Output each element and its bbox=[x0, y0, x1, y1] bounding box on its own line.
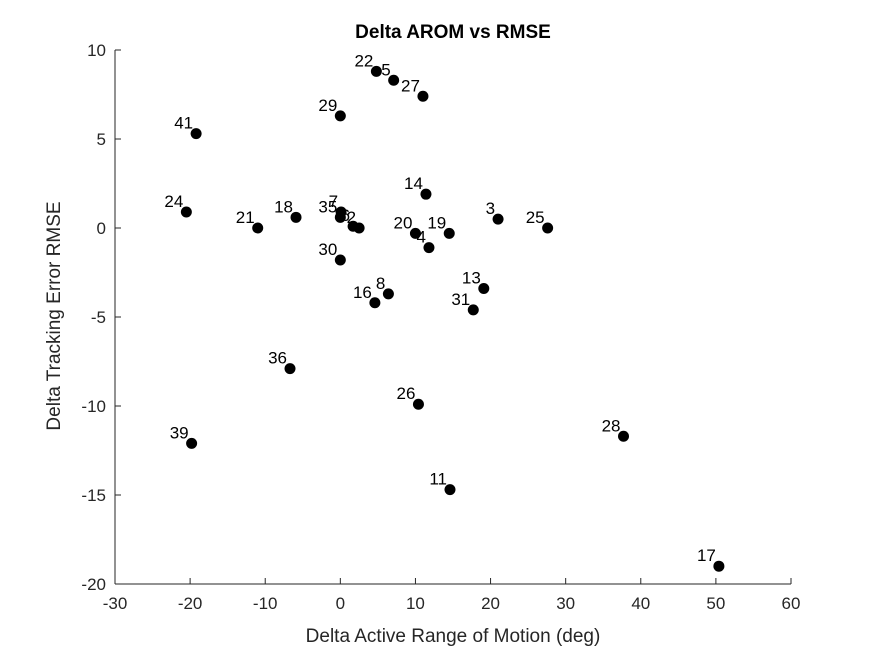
point-label: 22 bbox=[354, 51, 373, 70]
x-tick-label: 10 bbox=[406, 594, 425, 613]
data-point bbox=[478, 283, 490, 295]
point-label: 26 bbox=[397, 384, 416, 403]
data-point bbox=[417, 90, 429, 102]
data-point bbox=[409, 227, 421, 239]
data-point bbox=[186, 437, 198, 449]
point-label: 18 bbox=[274, 197, 293, 216]
point-label: 30 bbox=[318, 240, 337, 259]
data-point bbox=[382, 288, 394, 300]
data-point bbox=[284, 363, 296, 375]
data-point bbox=[190, 128, 202, 140]
data-point bbox=[252, 222, 264, 234]
x-tick-label: 30 bbox=[556, 594, 575, 613]
data-point bbox=[444, 484, 456, 496]
data-point bbox=[467, 304, 479, 316]
point-label: 27 bbox=[401, 76, 420, 95]
data-point bbox=[388, 74, 400, 86]
point-label: 36 bbox=[268, 349, 287, 368]
data-point bbox=[370, 65, 382, 77]
x-tick-label: -20 bbox=[178, 594, 203, 613]
point-label: 11 bbox=[429, 470, 447, 489]
point-label: 17 bbox=[697, 546, 716, 565]
point-label: 13 bbox=[462, 269, 481, 288]
data-point bbox=[492, 213, 504, 225]
chart-title: Delta AROM vs RMSE bbox=[355, 22, 551, 43]
x-tick-label: 50 bbox=[706, 594, 725, 613]
point-label: 39 bbox=[170, 423, 189, 442]
point-label: 4 bbox=[416, 228, 425, 247]
data-point bbox=[618, 430, 630, 442]
y-tick-label: 5 bbox=[97, 130, 106, 149]
x-tick-label: 60 bbox=[782, 594, 801, 613]
point-label: 3 bbox=[486, 199, 495, 218]
x-tick-label: -30 bbox=[103, 594, 128, 613]
point-label: 16 bbox=[353, 283, 372, 302]
point-label: 41 bbox=[174, 114, 193, 133]
y-tick-label: 10 bbox=[87, 41, 106, 60]
point-label: 21 bbox=[236, 208, 255, 227]
point-label: 7 bbox=[329, 192, 338, 211]
x-tick-label: 40 bbox=[631, 594, 650, 613]
y-tick-label: 0 bbox=[97, 219, 106, 238]
y-tick-label: -10 bbox=[81, 397, 106, 416]
point-label: 20 bbox=[394, 213, 413, 232]
x-tick-label: 0 bbox=[336, 594, 345, 613]
x-axis-label: Delta Active Range of Motion (deg) bbox=[306, 626, 601, 647]
y-axis-label: Delta Tracking Error RMSE bbox=[44, 201, 65, 430]
point-label: 24 bbox=[164, 192, 183, 211]
data-point bbox=[542, 222, 554, 234]
data-point bbox=[412, 398, 424, 410]
point-label: 31 bbox=[451, 290, 470, 309]
point-label: 14 bbox=[404, 174, 423, 193]
data-point bbox=[713, 560, 725, 572]
data-point bbox=[334, 254, 346, 266]
point-label: 8 bbox=[376, 274, 385, 293]
point-label: 2 bbox=[347, 208, 356, 227]
point-label: 29 bbox=[318, 96, 337, 115]
y-tick-label: -5 bbox=[91, 308, 106, 327]
y-tick-label: -15 bbox=[81, 486, 106, 505]
data-point bbox=[423, 242, 435, 254]
point-label: 28 bbox=[602, 416, 621, 435]
y-tick-label: -20 bbox=[81, 575, 106, 594]
x-tick-label: -10 bbox=[253, 594, 278, 613]
data-point bbox=[420, 188, 432, 200]
point-label: 19 bbox=[427, 213, 446, 232]
data-point bbox=[443, 227, 455, 239]
data-point bbox=[180, 206, 192, 218]
point-label: 6 bbox=[341, 206, 350, 225]
point-label: 35 bbox=[318, 197, 337, 216]
data-point bbox=[334, 211, 346, 223]
x-tick-label: 20 bbox=[481, 594, 500, 613]
data-point bbox=[353, 222, 365, 234]
point-label: 5 bbox=[381, 60, 390, 79]
data-point bbox=[369, 297, 381, 309]
point-label: 25 bbox=[526, 208, 545, 227]
data-point bbox=[334, 110, 346, 122]
data-point bbox=[290, 211, 302, 223]
